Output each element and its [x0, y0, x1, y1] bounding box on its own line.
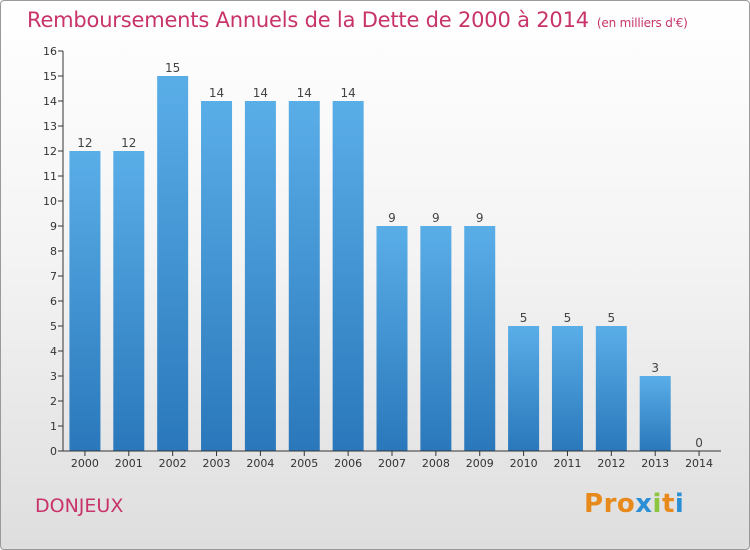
- bar-2012[interactable]: [595, 326, 627, 451]
- x-tick-label-2005: 2005: [290, 457, 318, 470]
- proxiti-logo[interactable]: Proxiti: [584, 489, 684, 519]
- y-tick-label: 4: [50, 345, 57, 358]
- bar-2011[interactable]: [551, 326, 583, 451]
- x-tick-label-2008: 2008: [422, 457, 450, 470]
- title-text: Remboursements Annuels de la Dette de 20…: [27, 8, 589, 32]
- data-label-2011: 5: [564, 311, 572, 325]
- bar-2000[interactable]: [69, 151, 101, 451]
- data-label-2010: 5: [520, 311, 528, 325]
- bar-2001[interactable]: [113, 151, 145, 451]
- bar-2006[interactable]: [332, 101, 364, 451]
- y-tick-label: 16: [43, 45, 57, 58]
- y-tick-label: 6: [50, 295, 57, 308]
- bar-2013[interactable]: [639, 376, 671, 451]
- logo-letter: o: [616, 489, 636, 519]
- x-tick-label-2000: 2000: [71, 457, 99, 470]
- x-tick-label-2003: 2003: [203, 457, 231, 470]
- data-label-2007: 9: [388, 211, 396, 225]
- y-tick-label: 10: [43, 195, 57, 208]
- y-tick-label: 15: [43, 70, 57, 83]
- chart-title: Remboursements Annuels de la Dette de 20…: [27, 8, 688, 32]
- data-label-2005: 14: [297, 86, 312, 100]
- x-tick-label-2010: 2010: [510, 457, 538, 470]
- data-label-2006: 14: [340, 86, 355, 100]
- x-tick-label-2007: 2007: [378, 457, 406, 470]
- logo-letter: r: [603, 489, 617, 519]
- logo-letter: t: [661, 489, 675, 519]
- bar-2004[interactable]: [244, 101, 276, 451]
- x-tick-label-2006: 2006: [334, 457, 362, 470]
- logo-letter: i: [652, 489, 662, 519]
- x-tick-label-2011: 2011: [553, 457, 581, 470]
- chart-subtitle: (en milliers d'€): [596, 16, 688, 30]
- y-tick-label: 3: [50, 370, 57, 383]
- x-tick-label-2013: 2013: [641, 457, 669, 470]
- y-tick-label: 7: [50, 270, 57, 283]
- x-tick-label-2009: 2009: [466, 457, 494, 470]
- y-tick-label: 11: [43, 170, 57, 183]
- bar-2008[interactable]: [420, 226, 452, 451]
- data-label-2012: 5: [608, 311, 616, 325]
- y-tick-label: 2: [50, 395, 57, 408]
- logo-letter: x: [635, 489, 653, 519]
- x-axis: 2000 2001 2002 2003 2004 2005 2006 2007 2008 2009…: [63, 450, 721, 470]
- logo-letter: P: [584, 489, 604, 519]
- data-label-2000: 12: [77, 136, 92, 150]
- bar-2009[interactable]: [464, 226, 496, 451]
- y-tick-label: 8: [50, 245, 57, 258]
- data-label-2001: 12: [121, 136, 136, 150]
- data-label-2002: 15: [165, 61, 180, 75]
- data-label-2009: 9: [476, 211, 484, 225]
- bar-2007[interactable]: [376, 226, 408, 451]
- bar-2005[interactable]: [288, 101, 320, 451]
- x-tick-label-2014: 2014: [685, 457, 713, 470]
- data-label-2014: 0: [695, 436, 703, 450]
- data-label-2004: 14: [253, 86, 268, 100]
- data-label-2008: 9: [432, 211, 440, 225]
- commune-name: DONJEUX: [35, 495, 124, 517]
- x-tick-label-2012: 2012: [597, 457, 625, 470]
- bar-2010[interactable]: [508, 326, 540, 451]
- y-tick-label: 14: [43, 95, 57, 108]
- x-tick-label-2001: 2001: [115, 457, 143, 470]
- y-tick-label: 13: [43, 120, 57, 133]
- y-tick-label: 9: [50, 220, 57, 233]
- bar-2003[interactable]: [201, 101, 233, 451]
- y-tick-label: 0: [50, 445, 57, 458]
- x-tick-label-2004: 2004: [246, 457, 274, 470]
- x-tick-label-2002: 2002: [159, 457, 187, 470]
- data-label-2013: 3: [651, 361, 659, 375]
- bar-2002[interactable]: [157, 76, 189, 451]
- logo-letter: i: [674, 489, 685, 519]
- y-tick-label: 5: [50, 320, 57, 333]
- bars: 12 12 15 14 14 14 14 9 9 9 5 5 5 3 0: [69, 61, 703, 451]
- data-label-2003: 14: [209, 86, 224, 100]
- y-tick-label: 1: [50, 420, 57, 433]
- y-tick-label: 12: [43, 145, 57, 158]
